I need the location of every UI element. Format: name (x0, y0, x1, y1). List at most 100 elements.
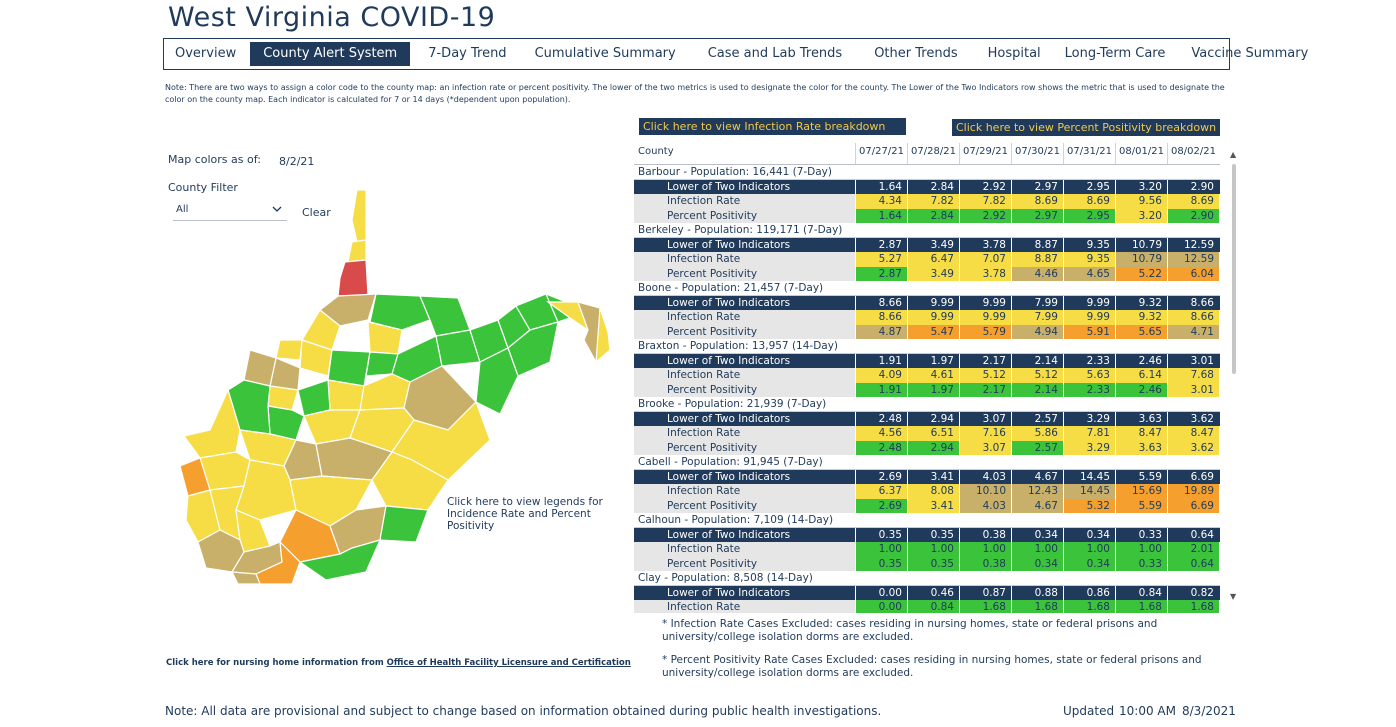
tab-7-day-trend[interactable]: 7-Day Trend (428, 46, 507, 61)
table-cell: 3.63 (1115, 440, 1167, 455)
tab-vaccine-summary[interactable]: Vaccine Summary (1191, 46, 1309, 61)
map-county-jefferson-east[interactable] (595, 307, 611, 364)
tab-long-term-care[interactable]: Long-Term Care (1064, 46, 1166, 61)
legend-link[interactable]: Click here to view legends for Incidence… (447, 496, 603, 532)
table-cell: 5.59 (1115, 469, 1167, 484)
office-licensure-link[interactable]: Office of Health Facility Licensure and … (386, 658, 631, 668)
map-county-monroe[interactable] (379, 505, 429, 543)
map-county-upshur[interactable] (359, 373, 411, 411)
table-cell: 7.82 (959, 194, 1011, 209)
scroll-down-icon[interactable]: ▼ (1230, 592, 1237, 601)
county-name: Clay - Population: 8,508 (14-Day) (638, 572, 813, 584)
table-cell: 2.48 (855, 440, 907, 455)
map-county-mason[interactable] (182, 388, 241, 459)
table-cell: 0.33 (1115, 527, 1167, 542)
tab-hospital[interactable]: Hospital (987, 46, 1041, 61)
tab-cumulative-summary[interactable]: Cumulative Summary (534, 46, 676, 61)
table-cell: 7.16 (959, 426, 1011, 441)
county-name: Barbour - Population: 16,441 (7-Day) (638, 166, 832, 178)
date-header: 08/01/21 (1115, 143, 1167, 164)
table-cell: 8.08 (907, 484, 959, 499)
county-map[interactable] (180, 190, 620, 585)
table-cell: 0.46 (907, 585, 959, 600)
map-county-mercer[interactable] (298, 539, 382, 581)
table-cell: 0.84 (1115, 585, 1167, 600)
table-cell: 3.41 (907, 469, 959, 484)
tab-overview[interactable]: Overview (175, 46, 237, 61)
table-cell: 8.69 (1063, 194, 1115, 209)
lower-indicator-row: Lower of Two Indicators 8.66 9.99 9.99 7.99 9… (634, 295, 1220, 310)
table-cell: 7.99 (1011, 310, 1063, 325)
row-label: Percent Positivity (634, 324, 855, 339)
row-label: Infection Rate (634, 310, 855, 325)
scroll-up-icon[interactable]: ▲ (1230, 150, 1237, 159)
table-cell: 9.99 (1063, 295, 1115, 310)
table-cell: 8.66 (1167, 295, 1219, 310)
map-county-pendleton[interactable] (475, 347, 519, 415)
table-cell: 3.41 (907, 498, 959, 513)
table-cell: 0.82 (1167, 585, 1219, 600)
table-cell: 8.47 (1115, 426, 1167, 441)
map-county-hancock[interactable] (351, 190, 367, 243)
table-cell: 5.65 (1115, 324, 1167, 339)
table-cell: 0.35 (907, 556, 959, 571)
scrollbar-thumb[interactable] (1232, 164, 1236, 374)
table-cell: 4.09 (855, 368, 907, 383)
clear-filter-button[interactable]: Clear (302, 206, 331, 219)
county-group-header: Braxton - Population: 13,957 (14-Day) (634, 339, 1220, 354)
table-cell: 9.99 (907, 310, 959, 325)
lower-indicator-row: Lower of Two Indicators 1.91 1.97 2.17 2.14 2… (634, 353, 1220, 368)
table-cell: 0.87 (959, 585, 1011, 600)
nursing-home-link-text: Click here for nursing home information … (166, 658, 631, 668)
table-cell: 8.87 (1011, 237, 1063, 252)
lower-indicator-row: Lower of Two Indicators 0.35 0.35 0.38 0.34 0… (634, 527, 1220, 542)
table-cell: 5.27 (855, 252, 907, 267)
tab-case-and-lab-trends[interactable]: Case and Lab Trends (707, 46, 843, 61)
county-name: Berkeley - Population: 119,171 (7-Day) (638, 224, 843, 236)
table-cell: 2.84 (907, 208, 959, 223)
table-cell: 1.64 (855, 179, 907, 194)
infection-rate-row: Infection Rate 1.00 1.00 1.00 1.00 1.00 1.00 2.… (634, 542, 1220, 557)
tab-other-trends[interactable]: Other Trends (874, 46, 958, 61)
updated-time: 10:00 AM (1119, 704, 1176, 718)
tab-county-alert-system[interactable]: County Alert System (250, 42, 411, 66)
infection-rate-row: Infection Rate 4.34 7.82 7.82 8.69 8.69 9.56 8.… (634, 194, 1220, 209)
map-county-mcdowell[interactable] (230, 571, 261, 585)
table-cell: 9.99 (907, 295, 959, 310)
table-cell: 8.69 (1167, 194, 1219, 209)
table-cell: 2.84 (907, 179, 959, 194)
date-header: 07/28/21 (907, 143, 959, 164)
table-cell: 9.32 (1115, 310, 1167, 325)
county-column-header: County (638, 146, 674, 157)
table-scrollbar[interactable]: ▲ ▼ (1230, 150, 1238, 605)
table-cell: 2.97 (1011, 179, 1063, 194)
date-header: 07/31/21 (1063, 143, 1115, 164)
table-cell: 1.00 (1115, 542, 1167, 557)
map-county-ohio[interactable] (337, 259, 369, 297)
table-cell: 4.03 (959, 469, 1011, 484)
map-county-monongalia[interactable] (369, 293, 431, 331)
table-cell: 0.84 (907, 600, 959, 613)
table-cell: 0.34 (1011, 556, 1063, 571)
table-cell: 2.90 (1167, 179, 1219, 194)
county-filter-dropdown[interactable]: All (173, 201, 287, 221)
table-cell: 1.97 (907, 353, 959, 368)
county-group-header: Boone - Population: 21,457 (7-Day) (634, 281, 1220, 296)
table-cell: 4.46 (1011, 266, 1063, 281)
table-cell: 0.34 (1063, 556, 1115, 571)
color-code-note: Note: There are two ways to assign a col… (165, 83, 1225, 104)
table-cell: 3.62 (1167, 440, 1219, 455)
table-cell: 1.00 (855, 542, 907, 557)
table-cell: 2.57 (1011, 411, 1063, 426)
table-cell: 2.57 (1011, 440, 1063, 455)
table-cell: 19.89 (1167, 484, 1219, 499)
percent-positivity-breakdown-button[interactable]: Click here to view Percent Positivity br… (952, 119, 1220, 136)
map-county-pleasants[interactable] (275, 339, 303, 361)
table-cell: 1.00 (1063, 542, 1115, 557)
map-county-brooke[interactable] (347, 239, 367, 263)
infection-rate-breakdown-button[interactable]: Click here to view Infection Rate breakd… (639, 118, 906, 135)
map-county-lewis[interactable] (327, 379, 365, 411)
table-cell: 2.97 (1011, 208, 1063, 223)
table-cell: 4.65 (1063, 266, 1115, 281)
map-county-wetzel[interactable] (319, 293, 377, 327)
